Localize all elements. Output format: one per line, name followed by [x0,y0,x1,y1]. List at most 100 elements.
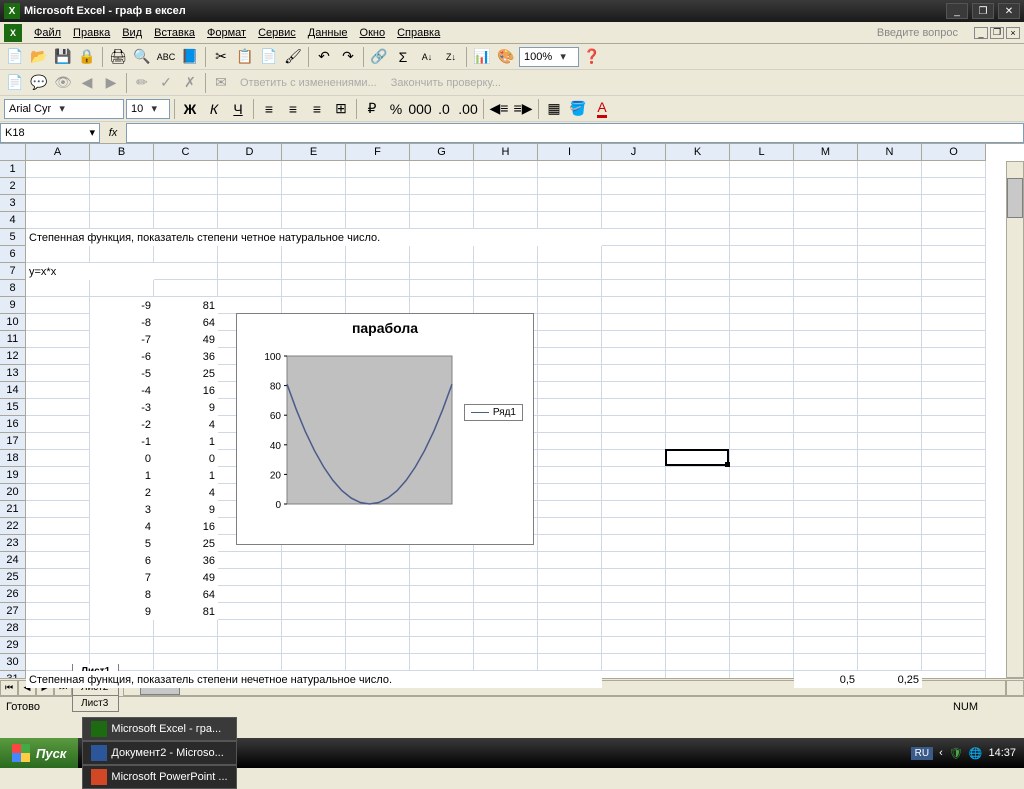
cell[interactable] [666,433,730,450]
column-header-H[interactable]: H [474,144,538,161]
row-header-1[interactable]: 1 [0,161,26,178]
cell[interactable] [410,297,474,314]
cell[interactable] [858,467,922,484]
cell[interactable] [858,518,922,535]
cell[interactable] [26,178,90,195]
cell[interactable] [666,212,730,229]
paste-icon[interactable]: 📄 [258,46,280,68]
cell[interactable] [730,552,794,569]
cell-value[interactable]: 64 [154,586,218,603]
cell[interactable] [666,348,730,365]
cell[interactable] [538,212,602,229]
cell-value[interactable]: 0 [154,450,218,467]
row-header-13[interactable]: 13 [0,365,26,382]
cell[interactable] [218,195,282,212]
row-header-23[interactable]: 23 [0,535,26,552]
mdi-restore-button[interactable]: ❐ [990,27,1004,39]
cell[interactable] [922,484,986,501]
cell[interactable] [154,212,218,229]
cell[interactable] [26,484,90,501]
cell-value[interactable]: 0 [90,450,154,467]
cell[interactable] [538,586,602,603]
underline-icon[interactable]: Ч [227,98,249,120]
cell[interactable] [218,178,282,195]
cell-value[interactable]: -3 [90,399,154,416]
cell[interactable] [218,637,282,654]
cell[interactable] [730,586,794,603]
cell[interactable] [922,535,986,552]
cell[interactable] [26,212,90,229]
prev-comment-icon[interactable]: ◀ [76,72,98,94]
permission-icon[interactable]: 🔒 [76,46,98,68]
cell[interactable] [282,620,346,637]
cell[interactable] [282,161,346,178]
cell[interactable] [666,263,730,280]
cell[interactable] [666,161,730,178]
cell[interactable] [602,229,666,246]
cell[interactable] [858,331,922,348]
row-header-11[interactable]: 11 [0,331,26,348]
row-header-4[interactable]: 4 [0,212,26,229]
cell[interactable] [26,637,90,654]
cell[interactable] [90,620,154,637]
ink-icon[interactable]: ✏ [131,72,153,94]
fx-icon[interactable]: fx [104,124,122,142]
embedded-chart[interactable]: парабола020406080100Ряд1 [236,313,534,545]
cell-value[interactable]: 0,5 [794,671,858,688]
cell[interactable] [794,535,858,552]
cell[interactable] [346,297,410,314]
cell[interactable] [602,246,666,263]
cell[interactable] [90,280,154,297]
cell[interactable] [730,501,794,518]
cell[interactable] [794,467,858,484]
cell[interactable] [538,501,602,518]
row-header-5[interactable]: 5 [0,229,26,246]
column-header-E[interactable]: E [282,144,346,161]
cell[interactable] [538,569,602,586]
column-header-M[interactable]: M [794,144,858,161]
cell[interactable] [26,535,90,552]
cell[interactable] [218,212,282,229]
cell[interactable] [666,399,730,416]
cell[interactable] [922,382,986,399]
cell[interactable] [90,178,154,195]
cell-value[interactable]: -6 [90,348,154,365]
cell[interactable] [538,195,602,212]
cell[interactable] [922,178,986,195]
reject-icon[interactable]: ✗ [179,72,201,94]
cell[interactable] [922,229,986,246]
cell[interactable] [410,212,474,229]
spelling-icon[interactable]: ABC [155,46,177,68]
format-painter-icon[interactable]: 🖌 [282,46,304,68]
cell[interactable] [26,501,90,518]
cell[interactable] [858,161,922,178]
cell-value[interactable]: 36 [154,552,218,569]
cell[interactable] [858,569,922,586]
cell[interactable] [474,637,538,654]
cell[interactable] [730,518,794,535]
cell[interactable] [794,195,858,212]
row-header-20[interactable]: 20 [0,484,26,501]
close-button[interactable]: ✕ [998,3,1020,19]
cell[interactable] [602,280,666,297]
cell[interactable] [602,348,666,365]
send-mail-icon[interactable]: ✉ [210,72,232,94]
cell[interactable] [666,416,730,433]
comma-icon[interactable]: 000 [409,98,431,120]
cell[interactable] [346,620,410,637]
cell[interactable] [666,620,730,637]
cell[interactable] [922,450,986,467]
cell[interactable] [858,399,922,416]
cell-value[interactable]: 16 [154,518,218,535]
cell[interactable] [410,603,474,620]
row-header-12[interactable]: 12 [0,348,26,365]
start-button[interactable]: Пуск [0,738,78,768]
cell[interactable] [602,212,666,229]
cell[interactable] [282,195,346,212]
cell[interactable] [282,586,346,603]
cell[interactable] [90,161,154,178]
cell-value[interactable]: 3 [90,501,154,518]
zoom-combo[interactable]: 100%▾ [519,47,579,67]
cell[interactable] [26,620,90,637]
cell[interactable] [922,314,986,331]
